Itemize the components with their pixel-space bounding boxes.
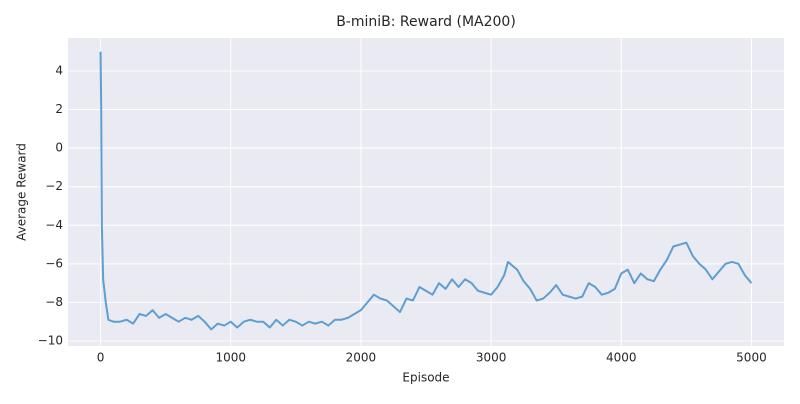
line-series bbox=[99, 51, 753, 331]
x-tick-label: 0 bbox=[97, 351, 105, 365]
y-tick-label: 4 bbox=[55, 63, 63, 77]
y-tick-label: −2 bbox=[45, 179, 63, 193]
y-axis-label: Average Reward bbox=[15, 143, 29, 241]
y-tick-label: −6 bbox=[45, 256, 63, 270]
y-tick-label: −8 bbox=[45, 295, 63, 309]
x-axis-label: Episode bbox=[402, 371, 449, 385]
x-tick-label: 4000 bbox=[606, 351, 637, 365]
x-tick-label: 1000 bbox=[215, 351, 246, 365]
chart-title: B-miniB: Reward (MA200) bbox=[336, 14, 516, 30]
x-tick-label: 5000 bbox=[736, 351, 767, 365]
x-tick-label: 2000 bbox=[346, 351, 377, 365]
y-tick-label: −4 bbox=[45, 218, 63, 232]
x-tick-label: 3000 bbox=[476, 351, 507, 365]
plot-area bbox=[68, 38, 784, 346]
y-tick-label: 2 bbox=[55, 102, 63, 116]
y-tick-label: −10 bbox=[38, 333, 63, 347]
y-tick-label: 0 bbox=[55, 141, 63, 155]
